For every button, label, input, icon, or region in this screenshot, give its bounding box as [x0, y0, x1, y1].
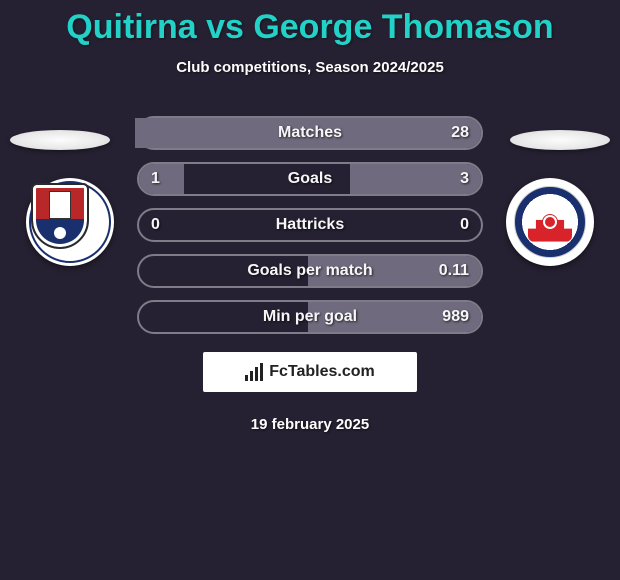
club-badge-right [506, 178, 594, 266]
bolton-wanderers-crest [514, 186, 586, 258]
player-right-platform [510, 130, 610, 150]
date-line: 19 february 2025 [0, 416, 620, 433]
stat-row: Matches28 [137, 116, 483, 150]
crawley-town-crest [29, 181, 111, 263]
stat-row: 1Goals3 [137, 162, 483, 196]
bar-chart-icon [245, 363, 263, 381]
stat-value-right: 0.11 [439, 254, 469, 288]
stat-label: Min per goal [137, 300, 483, 334]
stat-row: Min per goal989 [137, 300, 483, 334]
stat-row: 0Hattricks0 [137, 208, 483, 242]
subtitle: Club competitions, Season 2024/2025 [0, 59, 620, 76]
stat-value-right: 28 [451, 116, 469, 150]
stat-label: Goals [137, 162, 483, 196]
stat-value-right: 0 [460, 208, 469, 242]
stat-label: Matches [137, 116, 483, 150]
stat-label: Hattricks [137, 208, 483, 242]
stat-label: Goals per match [137, 254, 483, 288]
club-badge-left [26, 178, 114, 266]
player-left-platform [10, 130, 110, 150]
attribution-text: FcTables.com [269, 363, 375, 381]
stat-row: Goals per match0.11 [137, 254, 483, 288]
stat-value-right: 989 [442, 300, 469, 334]
attribution-box: FcTables.com [203, 352, 417, 392]
page-title: Quitirna vs George Thomason [0, 0, 620, 47]
stat-value-right: 3 [460, 162, 469, 196]
